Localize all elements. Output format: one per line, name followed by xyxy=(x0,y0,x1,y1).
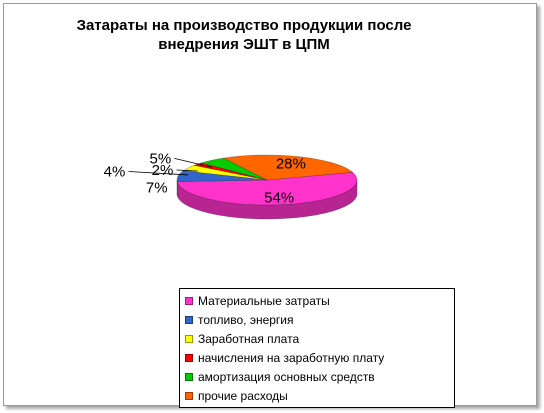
legend-item: амортизация основных средств xyxy=(185,367,454,386)
pie-slice-заработная-плата xyxy=(182,164,268,181)
leader-line-начисления-на-заработную-плату xyxy=(176,169,198,172)
leader-line-заработная-плата xyxy=(128,171,189,176)
legend-label: Заработная плата xyxy=(198,331,300,346)
pie-leaders xyxy=(128,158,212,176)
data-label-амортизация-основных-средств: 5% xyxy=(150,150,172,167)
legend-swatch xyxy=(185,391,193,400)
legend-swatch xyxy=(185,353,193,362)
data-label-прочие-расходы: 28% xyxy=(276,155,306,172)
legend-swatch xyxy=(185,315,193,324)
pie-slice-топливо-энергия xyxy=(176,170,268,182)
legend-label: амортизация основных средств xyxy=(198,369,375,384)
chart-title: Затараты на производство продукции после… xyxy=(76,17,412,53)
legend-item: начисления на заработную плату xyxy=(185,348,454,367)
legend-label: прочие расходы xyxy=(198,388,288,403)
legend-label: топливо, энергия xyxy=(198,312,294,327)
data-label-топливо-энергия: 7% xyxy=(146,179,168,196)
legend-item: топливо, энергия xyxy=(185,310,454,329)
data-label-материальные-затраты: 54% xyxy=(264,190,294,207)
legend-item: прочие расходы xyxy=(185,386,454,405)
legend-label: Материальные затраты xyxy=(198,293,330,308)
chart-legend: Материальные затраты топливо, энергия Зара… xyxy=(179,288,455,408)
legend-label: начисления на заработную плату xyxy=(198,350,385,365)
legend-swatch xyxy=(185,296,193,305)
leader-line-амортизация-основных-средств xyxy=(174,158,212,168)
pie-tops xyxy=(176,154,358,206)
pie-slice-прочие-расходы xyxy=(222,154,354,181)
pie-labels: 54% 7% 4% 2%5% 28% xyxy=(104,150,306,206)
pie-slice-материальные-затраты xyxy=(176,171,358,206)
pie-slice-амортизация-основных-средств xyxy=(200,157,268,181)
legend-item: Заработная плата xyxy=(185,329,454,348)
legend-swatch xyxy=(185,372,193,381)
legend-item: Материальные затраты xyxy=(185,291,454,310)
legend-swatch xyxy=(185,334,193,343)
data-label-начисления-на-заработную-плату: 2% xyxy=(152,162,174,179)
data-label-заработная-плата: 4% xyxy=(104,164,126,181)
